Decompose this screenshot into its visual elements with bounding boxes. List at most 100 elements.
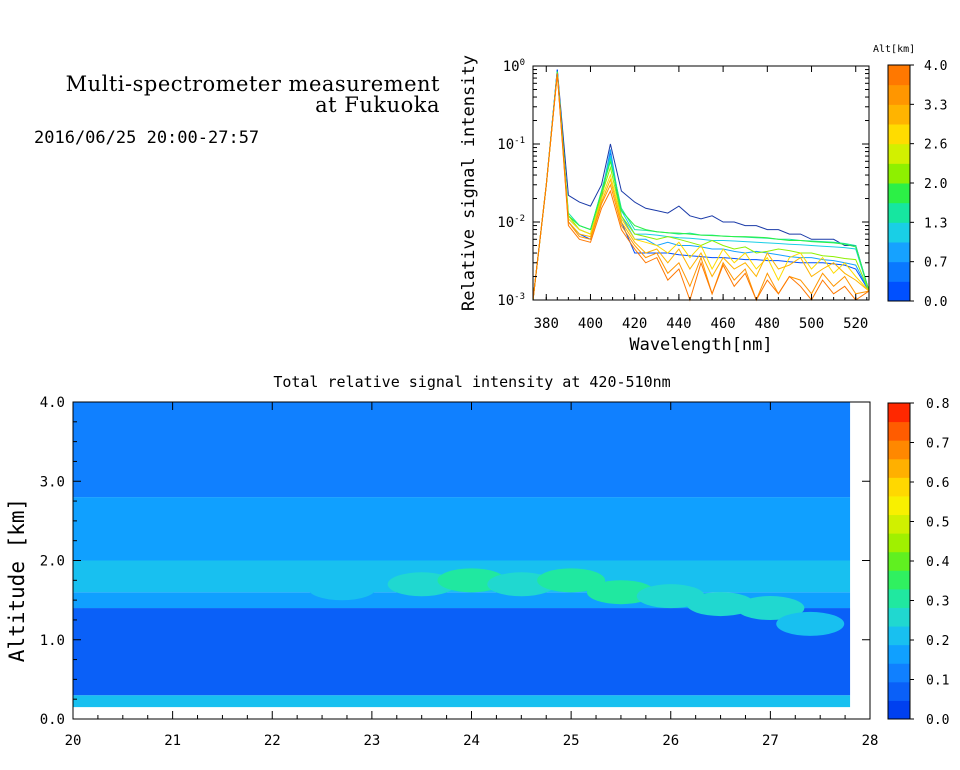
intensity-colorbar-tick-label: 0.4: [926, 555, 950, 570]
intensity-colorbar-swatch: [888, 626, 910, 646]
spectrum-series-1: [532, 69, 870, 301]
heatmap-band: [73, 497, 851, 561]
intensity-colorbar-swatch: [888, 533, 910, 553]
measurement-datetime: 2016/06/25 20:00-27:57: [34, 128, 260, 148]
heatmap-x-tick-label: 25: [563, 733, 580, 749]
heatmap-x-tick-label: 27: [762, 733, 779, 749]
altitude-colorbar-swatch: [888, 143, 910, 164]
intensity-colorbar-tick-label: 0.7: [926, 437, 949, 452]
spectrum-x-tick-label: 400: [578, 316, 603, 332]
intensity-colorbar-swatch: [888, 607, 910, 627]
intensity-colorbar-swatch: [888, 588, 910, 608]
spectrum-series-6: [532, 73, 870, 301]
heatmap-aerosol-layer-cell: [776, 611, 845, 636]
spectrum-series-2: [532, 71, 870, 301]
intensity-colorbar-tick-label: 0.0: [926, 713, 949, 728]
title-line-1: Multi-spectrometer measurement: [65, 72, 440, 96]
intensity-colorbar-swatch: [888, 403, 910, 423]
spectrum-x-tick-label: 440: [666, 316, 691, 332]
intensity-colorbar: 0.8 0.7 0.6 0.5 0.4 0.3 0.2 0.1 0.0: [887, 397, 950, 728]
spectrum-x-tick-label: 500: [799, 316, 824, 332]
title-line-2: at Fukuoka: [315, 93, 440, 117]
spectrum-y-tick-label: 100: [503, 58, 525, 75]
altitude-colorbar-swatch: [888, 261, 910, 282]
intensity-colorbar-swatch: [888, 551, 910, 571]
altitude-colorbar-tick-label: 2.0: [924, 177, 947, 192]
intensity-colorbar-swatch: [888, 458, 910, 478]
intensity-colorbar-swatch: [888, 495, 910, 516]
spectrum-y-tick-label: 10-2: [497, 214, 525, 231]
intensity-colorbar-tick-label: 0.2: [926, 634, 949, 649]
altitude-colorbar-swatch: [888, 183, 910, 204]
altitude-colorbar-swatch: [888, 84, 910, 105]
altitude-colorbar-label: Alt[km]: [873, 44, 915, 55]
heatmap-band: [73, 695, 851, 708]
intensity-colorbar-tick-label: 0.8: [926, 397, 949, 412]
spectrum-series-group: [532, 69, 870, 302]
altitude-colorbar-swatch: [888, 222, 910, 243]
altitude-colorbar-swatch: [888, 281, 910, 302]
intensity-colorbar-swatch: [888, 514, 910, 534]
spectrum-series-7: [532, 73, 870, 301]
heatmap-y-tick-label: 1.0: [40, 633, 65, 649]
spectrum-series-0: [532, 69, 870, 301]
spectrum-plot-frame: [532, 65, 870, 301]
intensity-colorbar-swatch: [888, 700, 910, 720]
altitude-colorbar-tick-label: 0.0: [924, 295, 947, 310]
spectrum-series-10: [532, 73, 870, 302]
heatmap-aerosol-layer-cell: [537, 568, 606, 593]
spectrum-series-5: [532, 71, 870, 301]
altitude-colorbar-swatch: [888, 124, 910, 145]
heatmap-band: [73, 402, 851, 498]
altitude-colorbar-tick-label: 1.3: [924, 216, 947, 231]
altitude-colorbar-tick-label: 4.0: [924, 59, 947, 74]
intensity-colorbar-swatch: [888, 663, 910, 683]
altitude-colorbar-swatch: [888, 163, 910, 184]
heatmap-x-tick-label: 24: [463, 733, 480, 749]
altitude-colorbar-swatch: [888, 242, 910, 263]
spectrum-series-8: [532, 73, 870, 301]
altitude-colorbar-swatch: [888, 104, 910, 125]
altitude-colorbar: 4.0 3.3 2.6 2.0 1.3 0.7 0.0: [887, 59, 947, 310]
intensity-colorbar-tick-label: 0.6: [926, 476, 949, 491]
heatmap-aerosol-layer-cell: [307, 576, 376, 601]
heatmap-axes: 20 21 22 23 24 25 26 27 28 0.0 1.0 2.0 3.0 4.0: [40, 395, 879, 749]
altitude-colorbar-tick-label: 0.7: [924, 256, 947, 271]
heatmap-y-tick-label: 0.0: [40, 712, 65, 728]
spectrum-y-axis-label: Relative signal intensity: [459, 55, 479, 311]
spectrum-x-tick-label: 380: [534, 316, 559, 332]
spectrum-x-tick-label: 480: [755, 316, 780, 332]
heatmap-x-tick-label: 20: [65, 733, 82, 749]
altitude-colorbar-swatch: [888, 65, 910, 86]
heatmap-x-tick-label: 22: [264, 733, 281, 749]
heatmap-title: Total relative signal intensity at 420-5…: [273, 373, 670, 391]
altitude-colorbar-tick-label: 3.3: [924, 98, 947, 113]
heatmap-aerosol-layer-cell: [736, 596, 805, 621]
heatmap-y-tick-label: 3.0: [40, 474, 65, 490]
spectrum-axes: 380 400 420 440 460 480 500 520 100 10-1 10-2 10-3: [497, 58, 869, 332]
chart-title: Multi-spectrometer measurement at Fukuok…: [12, 74, 440, 116]
intensity-colorbar-swatch: [888, 477, 910, 497]
heatmap-x-tick-label: 23: [363, 733, 380, 749]
heatmap-y-axis-label: Altitude [km]: [5, 498, 29, 662]
spectrum-x-tick-label: 520: [843, 316, 868, 332]
heatmap-x-tick-label: 28: [862, 733, 879, 749]
spectrum-x-tick-label: 420: [622, 316, 647, 332]
spectrum-series-3: [532, 71, 870, 301]
intensity-colorbar-tick-label: 0.3: [926, 595, 949, 610]
altitude-colorbar-swatch: [888, 202, 910, 223]
intensity-colorbar-swatch: [888, 421, 910, 441]
spectrum-x-axis-label: Wavelength[nm]: [629, 335, 772, 355]
spectrum-series-4: [532, 71, 870, 301]
spectrum-x-tick-label: 460: [710, 316, 735, 332]
heatmap-x-tick-label: 21: [164, 733, 181, 749]
intensity-colorbar-tick-label: 0.5: [926, 516, 949, 531]
spectrum-series-9: [532, 73, 870, 302]
intensity-colorbar-tick-label: 0.1: [926, 674, 949, 689]
heatmap-y-tick-label: 4.0: [40, 395, 65, 411]
heatmap-y-tick-label: 2.0: [40, 554, 65, 570]
spectrum-y-tick-label: 10-3: [497, 292, 525, 309]
intensity-colorbar-swatch: [888, 570, 910, 590]
altitude-colorbar-tick-label: 2.6: [924, 138, 947, 153]
intensity-colorbar-swatch: [888, 440, 910, 460]
